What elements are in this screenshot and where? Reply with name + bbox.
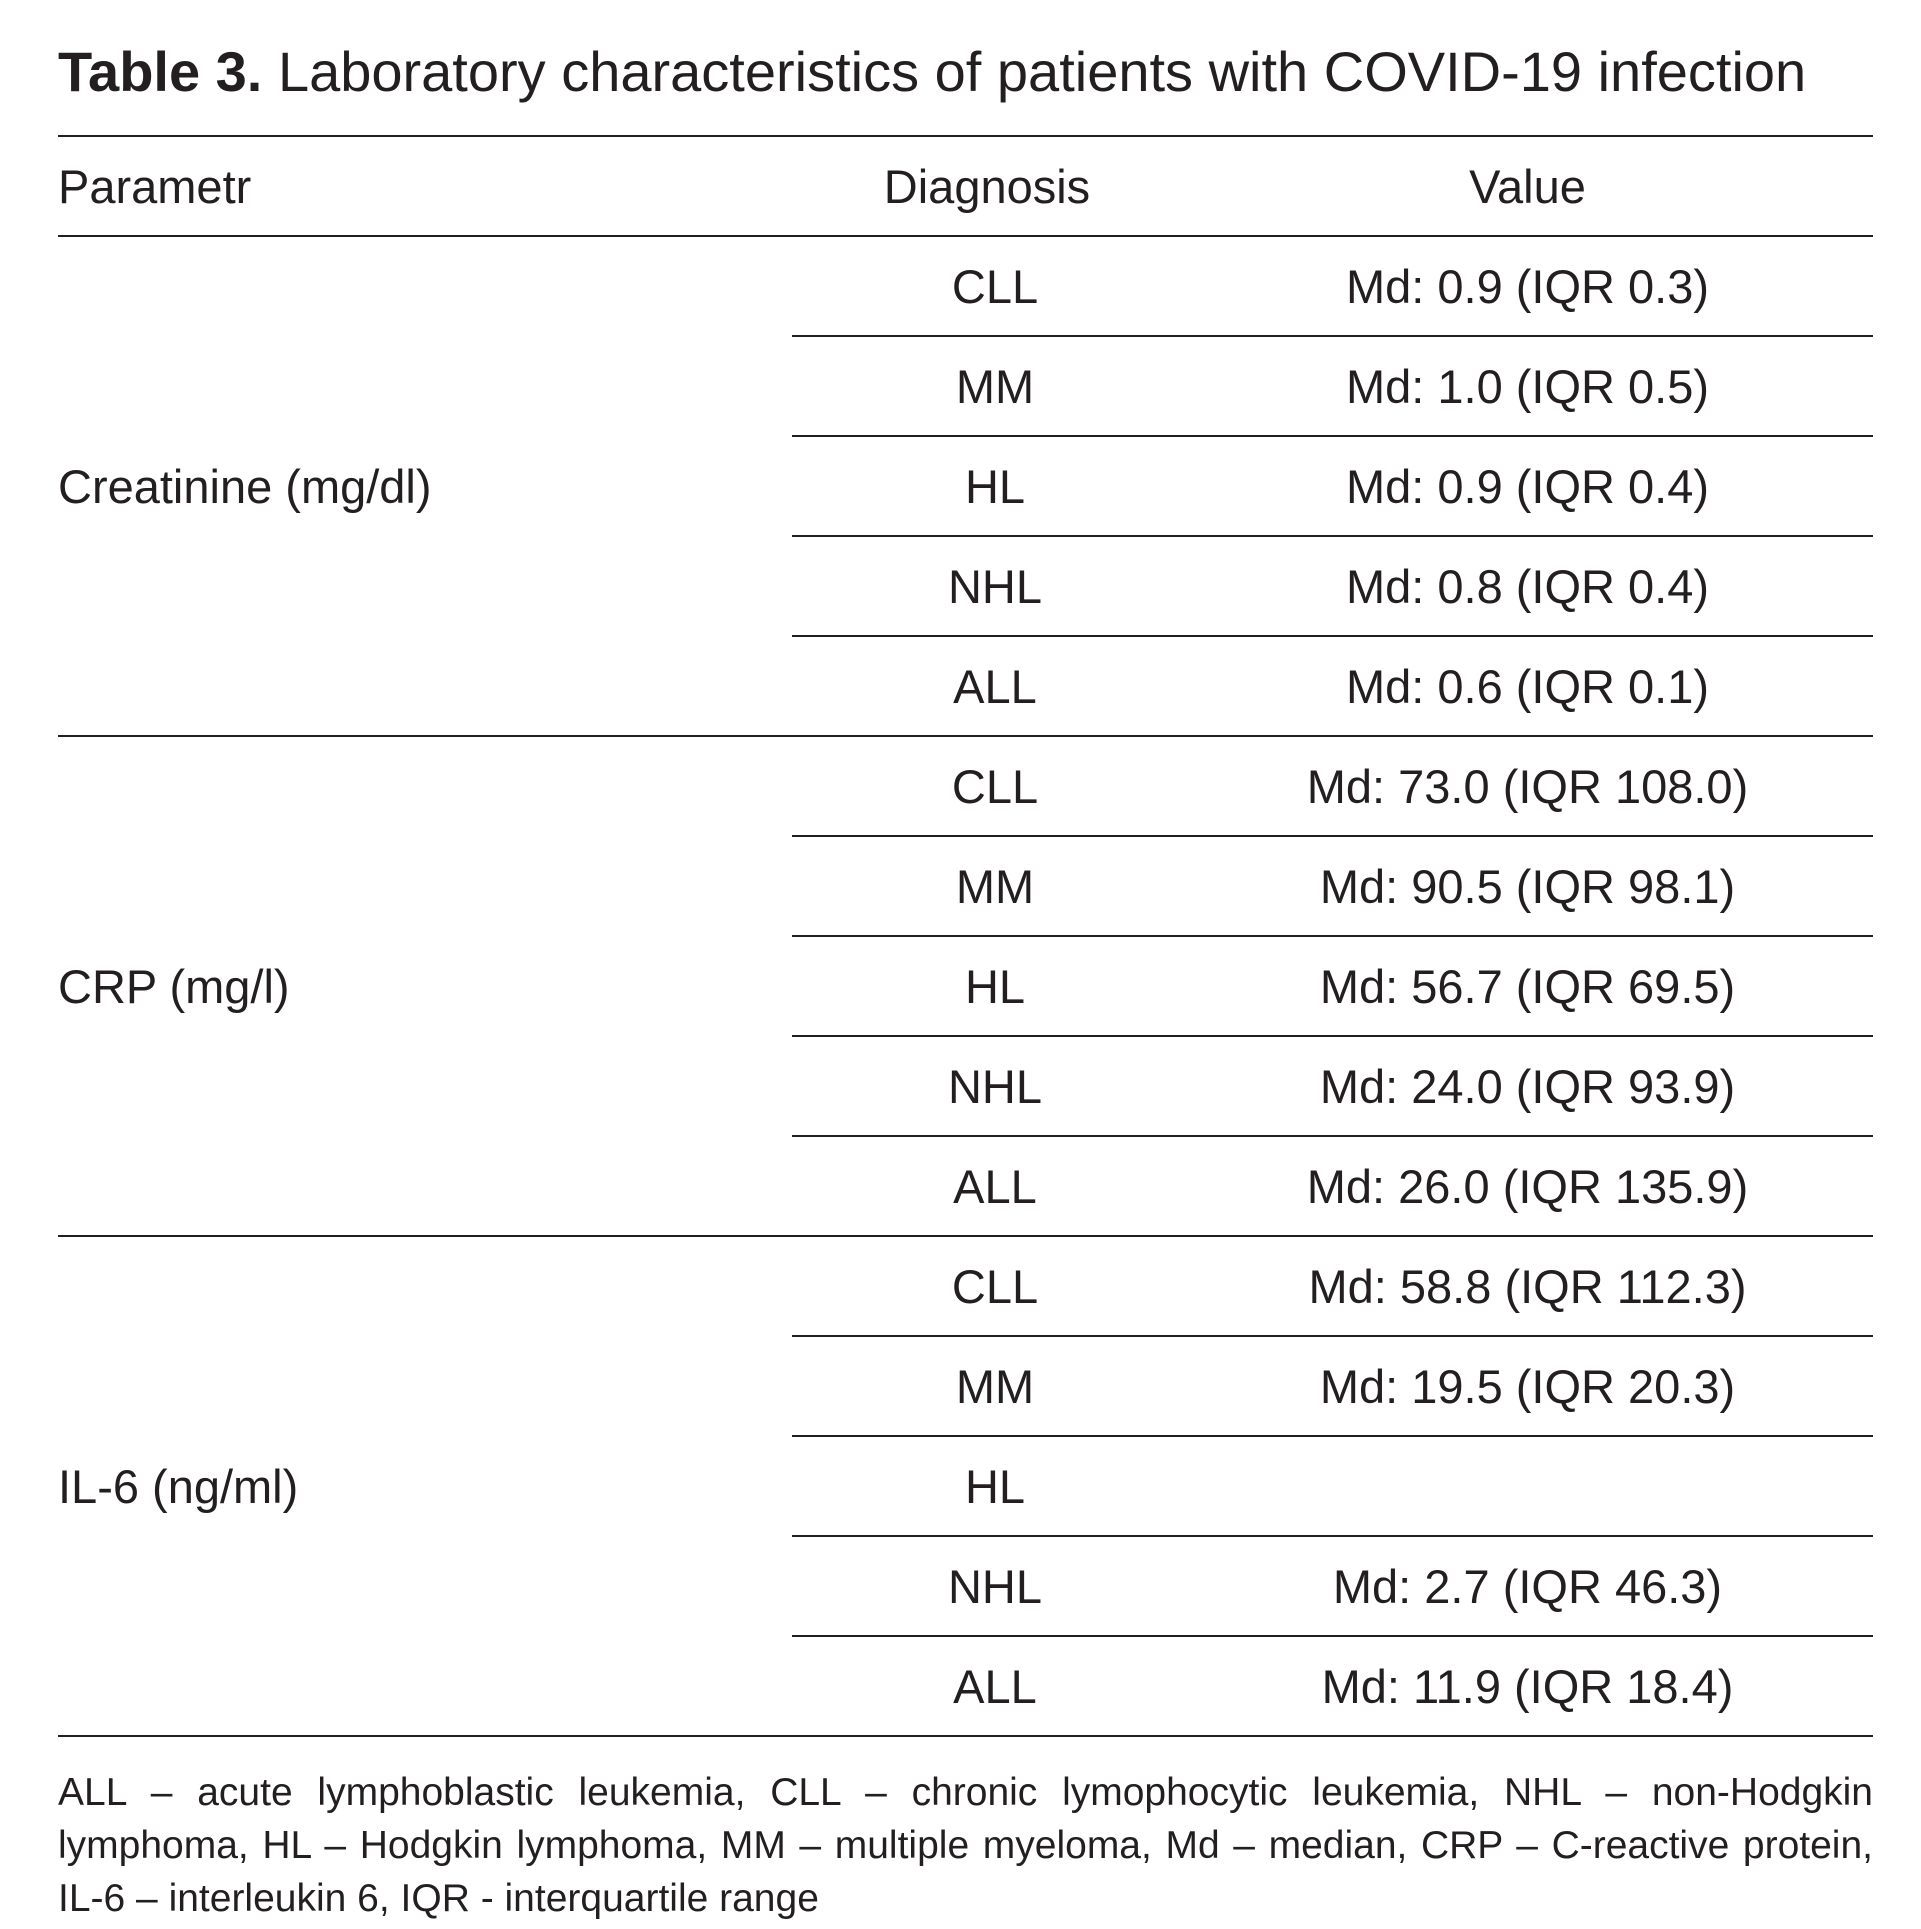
diagnosis-cell: HL [792, 1436, 1182, 1537]
diagnosis-cell: ALL [792, 636, 1182, 737]
table-row: MM Md: 1.0 (IQR 0.5) [58, 336, 1873, 437]
table-row: Creatinine (mg/dl) CLL Md: 0.9 (IQR 0.3) [58, 236, 1873, 737]
value-cell: Md: 2.7 (IQR 46.3) [1182, 1536, 1873, 1637]
table-row: NHL Md: 24.0 (IQR 93.9) [58, 1036, 1873, 1137]
diagnosis-cell: NHL [792, 1036, 1182, 1137]
header-row: Parametr Diagnosis Value [58, 135, 1873, 237]
header-parameter: Parametr [58, 135, 792, 237]
table-title: Table 3. Laboratory characteristics of p… [58, 32, 1806, 112]
table-row: MM Md: 90.5 (IQR 98.1) [58, 836, 1873, 937]
diagnosis-cell: ALL [792, 1636, 1182, 1737]
header-value: Value [1182, 135, 1873, 237]
diagnosis-cell: HL [792, 936, 1182, 1037]
table-footnote: ALL – acute lymphoblastic leukemia, CLL … [58, 1771, 1873, 1920]
diagnosis-cell: CLL [792, 236, 1182, 337]
lab-characteristics-table: Parametr Diagnosis Value Creatinine (mg/… [58, 135, 1873, 1737]
value-cell: Md: 90.5 (IQR 98.1) [1182, 836, 1873, 937]
value-cell: Md: 19.5 (IQR 20.3) [1182, 1336, 1873, 1437]
header-diagnosis: Diagnosis [792, 135, 1182, 237]
table-number: Table 3. [58, 40, 263, 103]
value-cell: Md: 1.0 (IQR 0.5) [1182, 336, 1873, 437]
table-row: HL Md: 56.7 (IQR 69.5) [58, 936, 1873, 1037]
table-row: MM Md: 19.5 (IQR 20.3) [58, 1336, 1873, 1437]
parameter-cell: IL-6 (ng/ml) [58, 1236, 792, 1737]
value-cell: Md: 56.7 (IQR 69.5) [1182, 936, 1873, 1037]
value-cell: Md: 58.8 (IQR 112.3) [1182, 1236, 1873, 1337]
table-row: IL-6 (ng/ml) CLL Md: 58.8 (IQR 112.3) [58, 1236, 1873, 1737]
table-row: ALL Md: 0.6 (IQR 0.1) [58, 636, 1873, 737]
table-row: NHL Md: 0.8 (IQR 0.4) [58, 536, 1873, 637]
table-row: NHL Md: 2.7 (IQR 46.3) [58, 1536, 1873, 1637]
value-cell: Md: 73.0 (IQR 108.0) [1182, 736, 1873, 837]
value-cell: Md: 0.6 (IQR 0.1) [1182, 636, 1873, 737]
parameter-cell: Creatinine (mg/dl) [58, 236, 792, 737]
value-cell: Md: 0.9 (IQR 0.4) [1182, 436, 1873, 537]
diagnosis-cell: MM [792, 836, 1182, 937]
value-cell: Md: 0.8 (IQR 0.4) [1182, 536, 1873, 637]
table-caption: Laboratory characteristics of patients w… [277, 40, 1807, 103]
value-cell: Md: 0.9 (IQR 0.3) [1182, 236, 1873, 337]
value-cell [1182, 1436, 1873, 1537]
diagnosis-cell: ALL [792, 1136, 1182, 1237]
diagnosis-cell: NHL [792, 1536, 1182, 1637]
value-cell: Md: 26.0 (IQR 135.9) [1182, 1136, 1873, 1237]
value-cell: Md: 24.0 (IQR 93.9) [1182, 1036, 1873, 1137]
diagnosis-cell: MM [792, 1336, 1182, 1437]
table-row: ALL Md: 11.9 (IQR 18.4) [58, 1636, 1873, 1737]
parameter-cell: CRP (mg/l) [58, 736, 792, 1237]
diagnosis-cell: NHL [792, 536, 1182, 637]
value-cell: Md: 11.9 (IQR 18.4) [1182, 1636, 1873, 1737]
diagnosis-cell: CLL [792, 736, 1182, 837]
diagnosis-cell: MM [792, 336, 1182, 437]
diagnosis-cell: HL [792, 436, 1182, 537]
table-row: HL [58, 1436, 1873, 1537]
diagnosis-cell: CLL [792, 1236, 1182, 1337]
table-row: HL Md: 0.9 (IQR 0.4) [58, 436, 1873, 537]
table-row: CRP (mg/l) CLL Md: 73.0 (IQR 108.0) [58, 736, 1873, 1237]
table-row: ALL Md: 26.0 (IQR 135.9) [58, 1136, 1873, 1237]
